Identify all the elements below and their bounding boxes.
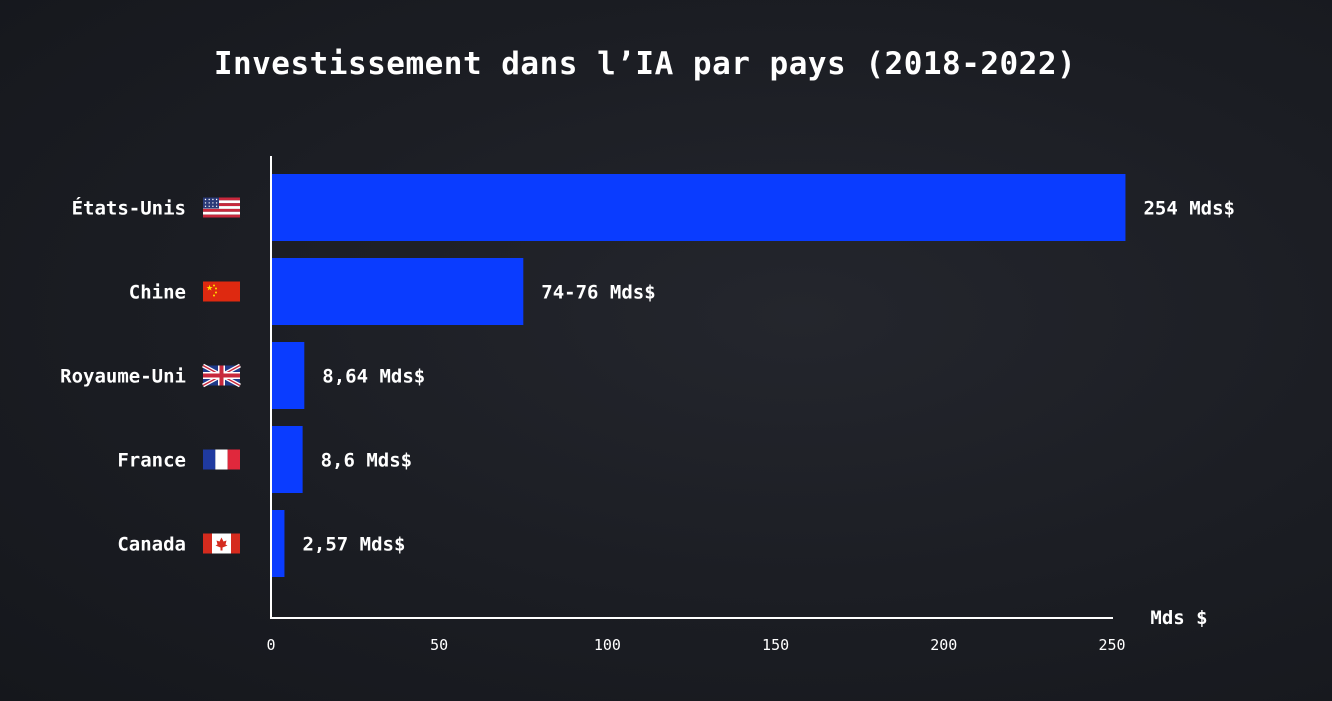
value-label: 254 Mds$ [1143,198,1235,220]
axes-layer [270,156,1113,619]
svg-text:★: ★ [206,284,213,293]
ticks-layer: 0 50 100 150 200 250 [266,636,1125,654]
value-label: 8,64 Mds$ [322,366,425,388]
flag-us-icon [203,197,240,218]
category-label: Canada [117,534,186,556]
category-label: Chine [129,282,186,304]
category-label: États-Unis [72,197,186,220]
category-label: Royaume-Uni [60,366,186,388]
bar [272,258,524,325]
value-label: 8,6 Mds$ [321,450,413,472]
flag-cn-icon: ★ [203,281,240,302]
labels-layer: États-Unis 254 Mds$ Chine ★ 74-76 Mds$ Royaum… [60,197,1235,556]
bar [272,510,285,577]
x-tick-label: 50 [430,636,448,654]
bar [272,426,303,493]
x-tick-label: 200 [930,636,957,654]
flag-ca-icon [203,533,240,554]
x-axis-unit-label: Mds $ [1150,607,1207,629]
bar [272,342,305,409]
value-label: 74-76 Mds$ [541,282,655,304]
chart-title: Investissement dans l’IA par pays (2018-… [213,46,1077,82]
x-tick-label: 0 [266,636,275,654]
x-tick-label: 100 [594,636,621,654]
bars-layer [272,174,1126,577]
flag-fr-icon [203,449,240,470]
category-label: France [117,450,186,472]
flag-uk-icon [202,363,241,388]
value-label: 2,57 Mds$ [302,534,405,556]
bar [272,174,1126,241]
x-tick-label: 150 [762,636,789,654]
x-tick-label: 250 [1098,636,1125,654]
